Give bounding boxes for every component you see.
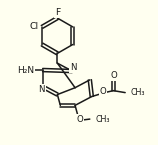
Text: CH₃: CH₃ <box>96 115 110 124</box>
Text: N: N <box>70 63 76 72</box>
Text: O: O <box>110 71 117 80</box>
Text: O: O <box>77 115 83 124</box>
Text: Cl: Cl <box>30 22 39 31</box>
Text: F: F <box>55 8 60 17</box>
Text: CH₃: CH₃ <box>130 88 145 97</box>
Text: N: N <box>38 85 45 94</box>
Text: H₂N: H₂N <box>17 66 34 75</box>
Text: O: O <box>100 87 106 96</box>
